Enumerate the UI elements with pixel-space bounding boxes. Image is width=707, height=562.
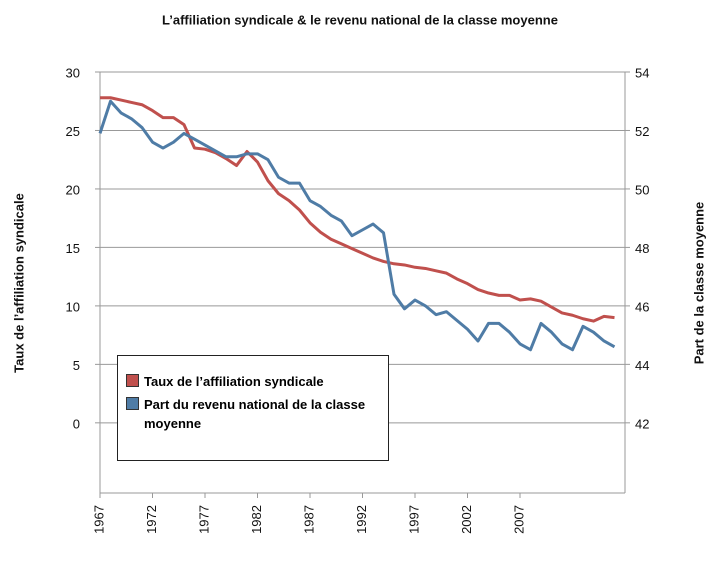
y-tick-label: 25 bbox=[66, 124, 80, 139]
legend-swatch bbox=[126, 397, 139, 410]
y-tick-label: 5 bbox=[73, 358, 80, 373]
chart-title: L’affiliation syndicale & le revenu nati… bbox=[162, 12, 558, 27]
legend-swatch bbox=[126, 374, 139, 387]
y2-tick-label: 42 bbox=[635, 416, 649, 431]
legend: Taux de l’affiliation syndicale Part du r… bbox=[117, 355, 389, 461]
x-tick-label: 2007 bbox=[511, 505, 526, 534]
y2-tick-label: 46 bbox=[635, 299, 649, 314]
y2-tick-label: 44 bbox=[635, 358, 649, 373]
x-tick-label: 1977 bbox=[196, 505, 211, 534]
x-tick-label: 1967 bbox=[91, 505, 106, 534]
legend-item: Part du revenu national de la classe moy… bbox=[126, 395, 380, 433]
y-axis-label: Taux de l’affiliation syndicale bbox=[11, 193, 26, 373]
x-tick-label: 1972 bbox=[144, 505, 159, 534]
y2-axis-label: Part de la classe moyenne bbox=[691, 202, 706, 365]
x-tick-label: 1982 bbox=[249, 505, 264, 534]
y2-tick-label: 50 bbox=[635, 182, 649, 197]
x-tick-label: 1997 bbox=[406, 505, 421, 534]
legend-item: Taux de l’affiliation syndicale bbox=[126, 372, 380, 391]
y2-tick-label: 48 bbox=[635, 241, 649, 256]
y-tick-label: 20 bbox=[66, 182, 80, 197]
y-tick-label: 0 bbox=[73, 416, 80, 431]
y2-tick-label: 52 bbox=[635, 124, 649, 139]
series-line bbox=[100, 96, 615, 323]
y-tick-label: 30 bbox=[66, 65, 80, 80]
legend-label: Taux de l’affiliation syndicale bbox=[144, 374, 324, 389]
series-line bbox=[98, 99, 616, 352]
y2-tick-label: 54 bbox=[635, 65, 649, 80]
x-tick-label: 2002 bbox=[459, 505, 474, 534]
legend-label: Part du revenu national de la classe moy… bbox=[144, 397, 366, 431]
y-tick-label: 15 bbox=[66, 241, 80, 256]
x-tick-label: 1992 bbox=[354, 505, 369, 534]
y-tick-label: 10 bbox=[66, 299, 80, 314]
x-tick-label: 1987 bbox=[301, 505, 316, 534]
